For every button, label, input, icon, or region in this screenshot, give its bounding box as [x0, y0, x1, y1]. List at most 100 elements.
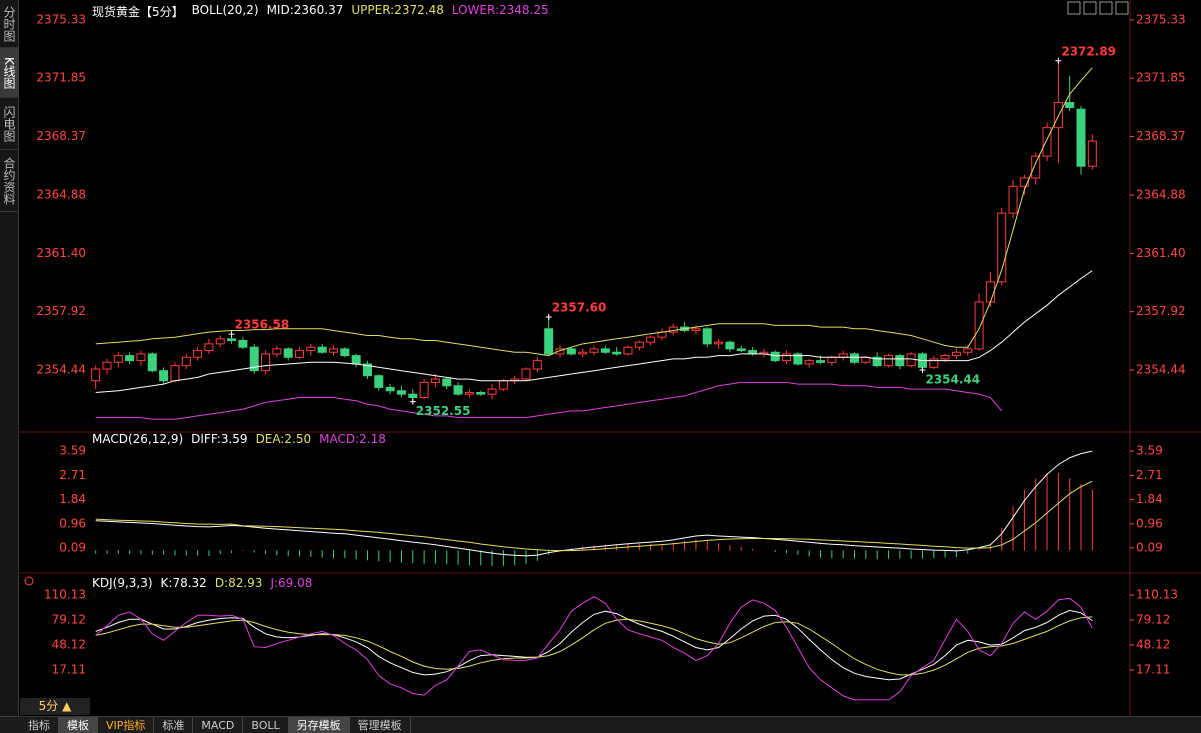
- indicator-value: K:78.32: [160, 576, 207, 590]
- candle-body: [1031, 155, 1041, 179]
- candle-body: [646, 336, 656, 343]
- candle-body: [883, 355, 893, 367]
- candle-body: [249, 346, 259, 372]
- candle-body: [102, 361, 112, 370]
- indicator-values: DIFF:3.59 DEA:2.50 MACD:2.18: [191, 432, 386, 446]
- candle-body: [691, 328, 701, 331]
- candle-body: [985, 281, 995, 303]
- y-tick-label: 2371.85: [36, 71, 86, 85]
- candle-body: [623, 346, 633, 355]
- tab[interactable]: 模板: [59, 717, 98, 733]
- y-tick-label: 2375.33: [36, 12, 86, 26]
- candle-body: [714, 341, 724, 345]
- tab[interactable]: BOLL: [243, 717, 289, 733]
- candle-body: [816, 360, 826, 363]
- toolbar-icons[interactable]: [1067, 1, 1129, 15]
- y-tick-label: 17.11: [1136, 662, 1170, 676]
- y-tick-label: 2354.44: [1136, 363, 1186, 377]
- candle-body: [329, 348, 339, 353]
- candle-body: [385, 386, 395, 392]
- indicator-line: [95, 270, 1093, 393]
- side-tab[interactable]: 闪电图: [0, 98, 18, 150]
- candle-body: [600, 348, 610, 353]
- candle-body: [136, 353, 146, 362]
- candle-body: [702, 328, 712, 345]
- indicator-line: [95, 67, 1093, 357]
- candle-body: [181, 356, 191, 367]
- tab[interactable]: 另存模板: [288, 717, 350, 733]
- indicator-name: MACD(26,12,9): [92, 432, 184, 446]
- tab[interactable]: 管理模板: [350, 717, 411, 733]
- indicator-name: KDJ(9,3,3): [92, 576, 153, 590]
- annotation-label: 2352.55: [416, 404, 471, 418]
- y-tick-label: 2361.40: [1136, 246, 1186, 260]
- candle-body: [159, 370, 169, 382]
- indicator-value: J:69.08: [270, 576, 313, 590]
- annotation-marker: [409, 398, 416, 405]
- candle-body: [193, 350, 203, 358]
- period-button[interactable]: 5分 ▲: [20, 698, 90, 715]
- candle-body: [1065, 102, 1075, 109]
- indicator-line: [95, 616, 1093, 676]
- y-tick-label: 2357.92: [1136, 304, 1186, 318]
- indicator-value: UPPER:2372.48: [351, 3, 444, 17]
- icon[interactable]: [1099, 1, 1113, 15]
- icon[interactable]: [1115, 1, 1129, 15]
- candle-body: [227, 338, 237, 342]
- indicator-line: [95, 609, 1093, 681]
- y-tick-label: 2364.88: [1136, 188, 1186, 202]
- candle-body: [895, 355, 905, 367]
- candle-body: [147, 353, 157, 372]
- y-tick-label: 79.12: [52, 612, 86, 626]
- candle-body: [453, 385, 463, 395]
- candle-body: [1019, 177, 1029, 187]
- candle-body: [295, 350, 305, 358]
- price-header: 现货黄金【5分】 BOLL(20,2) MID:2360.37 UPPER:237…: [92, 3, 549, 20]
- indicator-name: BOLL(20,2): [191, 3, 259, 17]
- icon[interactable]: [1067, 1, 1081, 15]
- candle-body: [1008, 185, 1018, 214]
- candle-body: [612, 351, 622, 355]
- tab[interactable]: 指标: [20, 717, 59, 733]
- indicator-value: DEA:2.50: [255, 432, 312, 446]
- y-tick-label: 2368.37: [1136, 129, 1186, 143]
- tab[interactable]: 标准: [154, 717, 194, 733]
- candle-body: [963, 348, 973, 353]
- candle-body: [1087, 140, 1097, 167]
- candle-body: [804, 360, 814, 365]
- candle-body: [555, 348, 565, 355]
- candle-body: [396, 390, 406, 395]
- candle-body: [272, 348, 282, 355]
- candle-body: [170, 365, 180, 382]
- tab[interactable]: VIP指标: [98, 717, 155, 733]
- side-tab[interactable]: K线图: [0, 48, 18, 98]
- candle-body: [419, 381, 429, 398]
- indicator-line: [95, 596, 1093, 701]
- y-tick-label: 3.59: [59, 444, 86, 458]
- candle-body: [261, 353, 271, 372]
- side-tab[interactable]: 合约资料: [0, 150, 18, 212]
- indicator-line: [95, 480, 1093, 552]
- y-tick-label: 3.59: [1136, 444, 1163, 458]
- y-tick-label: 2375.33: [1136, 12, 1186, 26]
- settings-icon[interactable]: [24, 576, 34, 586]
- y-tick-label: 48.12: [1136, 637, 1170, 651]
- tab[interactable]: MACD: [193, 717, 244, 733]
- icon[interactable]: [1083, 1, 1097, 15]
- candle-body: [317, 346, 327, 353]
- y-tick-label: 17.11: [52, 662, 86, 676]
- y-tick-label: 0.96: [1136, 516, 1163, 530]
- candle-body: [838, 353, 848, 358]
- annotation-label: 2356.58: [235, 318, 290, 332]
- annotation-marker: [545, 314, 552, 321]
- annotation-marker: [228, 331, 235, 338]
- candle-body: [872, 356, 882, 367]
- candle-body: [997, 212, 1007, 283]
- candle-body: [849, 353, 859, 363]
- candle-body: [91, 368, 101, 382]
- side-tab[interactable]: 分时图: [0, 0, 18, 48]
- candle-body: [306, 346, 316, 352]
- annotation-label: 2357.60: [552, 301, 607, 315]
